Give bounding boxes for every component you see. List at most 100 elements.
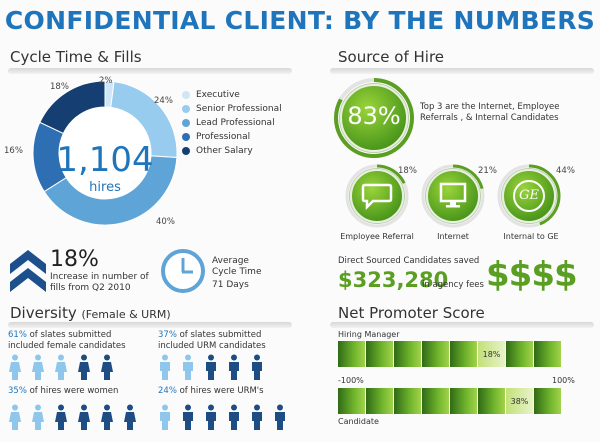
internet-pct: 21%: [478, 166, 497, 176]
source-ring-arc: [497, 164, 561, 228]
nps-bar-segment: [506, 341, 533, 367]
legend-item: Other Salary: [182, 144, 282, 158]
urm-slates-stat: 37% of slates submitted included URM can…: [158, 330, 298, 352]
nps-score-cell: 38%: [506, 388, 533, 414]
urm-hires-figures: [158, 404, 287, 435]
women-hires-pct: 35%: [8, 386, 27, 396]
person-icon: [54, 354, 68, 385]
nps-bar-segment: [422, 341, 449, 367]
candidate-bar: 38%: [338, 388, 562, 414]
source-ring-internet: [421, 164, 485, 228]
female-slates-pct: 61%: [8, 330, 27, 340]
source-ring-arc: [421, 164, 485, 228]
nps-bar-segment: [338, 388, 365, 414]
donut-label-executive: 2%: [99, 76, 113, 86]
female-slates-figures: [8, 354, 114, 385]
person-icon: [250, 354, 264, 385]
increase-pct: 18%: [50, 247, 99, 272]
nps-bar-segment: [422, 388, 449, 414]
nps-bar-segment: [534, 341, 561, 367]
legend-label: Executive: [196, 90, 240, 100]
donut-label-professional: 16%: [4, 146, 23, 156]
person-icon: [77, 354, 91, 385]
saved-suffix: in agency fees: [422, 280, 484, 290]
main-source-pct: 83%: [347, 102, 401, 130]
speech-bubble-icon: [361, 183, 393, 210]
nps-bar-segment: [534, 388, 561, 414]
person-icon: [8, 404, 22, 435]
increase-text: Increase in number of fills from Q2 2010: [50, 272, 149, 293]
legend-item: Lead Professional: [182, 116, 282, 130]
women-hires-stat: 35% of hires were women: [8, 386, 148, 397]
legend-label: Other Salary: [196, 146, 253, 156]
person-icon: [77, 404, 91, 435]
nps-bar-segment: [394, 388, 421, 414]
person-icon: [123, 404, 137, 435]
person-icon: [181, 354, 195, 385]
urm-slates-text: of slates submitted included URM candida…: [158, 330, 266, 351]
dollar-signs-icon: $$$$: [486, 255, 578, 295]
nps-bar-segment: [366, 341, 393, 367]
person-icon: [100, 404, 114, 435]
main-source-ring: [334, 78, 414, 158]
urm-hires-pct: 24%: [158, 386, 177, 396]
ge-logo-icon: GE: [513, 180, 545, 212]
urm-hires-text: of hires were URM's: [179, 386, 264, 396]
person-icon: [181, 404, 195, 435]
person-icon: [158, 404, 172, 435]
legend-label: Lead Professional: [196, 118, 275, 128]
person-icon: [250, 404, 264, 435]
nps-min-label: -100%: [338, 376, 364, 385]
main-source-text: Top 3 are the Internet, Employee Referra…: [420, 102, 560, 123]
female-slates-text: of slates submitted included female cand…: [8, 330, 126, 351]
nps-bar-segment: [394, 341, 421, 367]
divider: [8, 68, 292, 74]
person-icon: [158, 354, 172, 385]
saved-amount: $323,280: [338, 268, 449, 292]
legend-swatch: [182, 91, 190, 99]
candidate-label: Candidate: [338, 417, 379, 426]
person-icon: [54, 404, 68, 435]
legend-label: Senior Professional: [196, 104, 282, 114]
person-icon: [273, 404, 287, 435]
divider: [330, 68, 594, 74]
legend-label: Professional: [196, 132, 251, 142]
nps-max-label: 100%: [552, 376, 575, 385]
diversity-heading: Diversity (Female & URM): [10, 304, 171, 322]
referral-circle: [350, 169, 404, 223]
diversity-heading-note: (Female & URM): [81, 308, 171, 321]
person-icon: [227, 354, 241, 385]
legend-swatch: [182, 119, 190, 127]
nps-bar-segment: [478, 388, 505, 414]
internal-pct: 44%: [556, 166, 575, 176]
total-hires-value: 1,104: [56, 140, 154, 180]
donut-label-lead: 40%: [156, 217, 175, 227]
nps-bar-segment: [366, 388, 393, 414]
hiring-manager-label: Hiring Manager: [338, 330, 400, 339]
page-title: CONFIDENTIAL CLIENT: BY THE NUMBERS: [4, 6, 596, 35]
referral-pct: 18%: [398, 166, 417, 176]
internet-circle: [426, 169, 480, 223]
legend-item: Senior Professional: [182, 102, 282, 116]
donut-label-other: 18%: [50, 82, 69, 92]
person-icon: [227, 404, 241, 435]
urm-slates-figures: [158, 354, 264, 385]
hires-donut-chart: [32, 80, 178, 226]
women-hires-text: of hires were women: [29, 386, 119, 396]
donut-label-senior: 24%: [154, 96, 173, 106]
referral-label: Employee Referral: [340, 232, 414, 241]
internet-label: Internet: [437, 232, 469, 241]
legend-swatch: [182, 147, 190, 155]
person-icon: [204, 404, 218, 435]
legend-swatch: [182, 133, 190, 141]
internal-label: Internal to GE: [503, 232, 559, 241]
female-slates-stat: 61% of slates submitted included female …: [8, 330, 148, 352]
nps-bar-segment: [450, 388, 477, 414]
person-icon: [31, 354, 45, 385]
monitor-icon: [439, 182, 467, 208]
diversity-heading-text: Diversity: [10, 304, 77, 322]
nps-bar-segment: [450, 341, 477, 367]
source-ring-referral: [345, 164, 409, 228]
person-icon: [100, 354, 114, 385]
avg-cycle-label: Average Cycle Time: [212, 256, 262, 277]
